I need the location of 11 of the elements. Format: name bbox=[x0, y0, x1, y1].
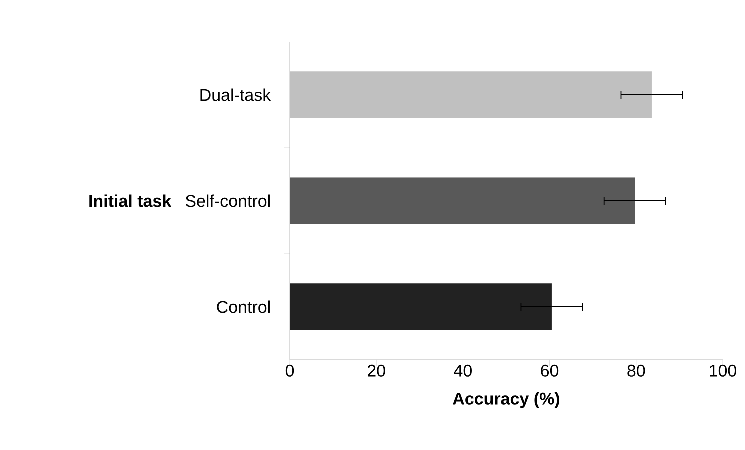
x-axis-title: Accuracy (%) bbox=[453, 392, 560, 408]
y-axis-title: Initial task bbox=[90, 194, 172, 208]
x-tick-label: 40 bbox=[454, 364, 472, 377]
x-tick-label: 100 bbox=[710, 364, 737, 377]
x-tick-label: 60 bbox=[541, 364, 559, 377]
y-tick-label: Control bbox=[217, 300, 270, 314]
x-tick-label: 20 bbox=[368, 364, 386, 377]
y-tick-label: Dual-task bbox=[200, 88, 272, 102]
x-tick-label: 0 bbox=[286, 364, 294, 377]
y-tick-label: Self-control bbox=[186, 194, 270, 208]
x-tick-label: 80 bbox=[628, 364, 646, 377]
